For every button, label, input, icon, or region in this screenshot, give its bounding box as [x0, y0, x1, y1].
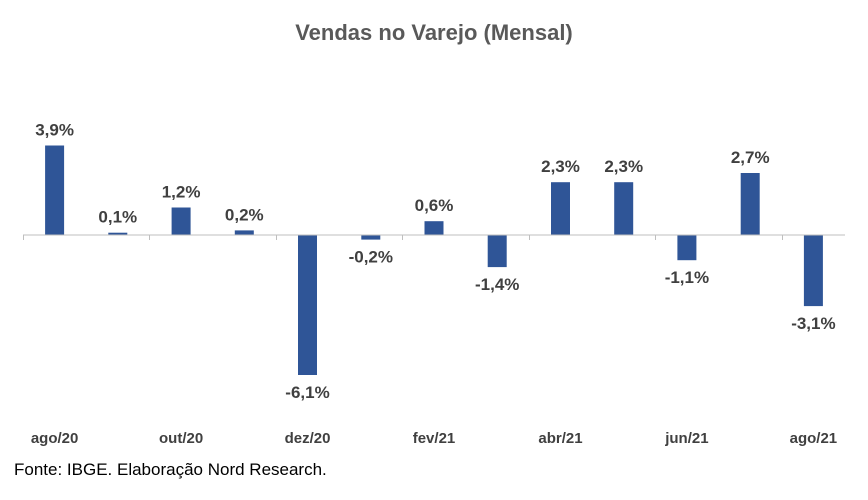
- bars-layer: [45, 145, 823, 375]
- x-tick-label-ago-20: ago/20: [31, 430, 79, 447]
- bar-jun-21: [677, 235, 697, 261]
- data-label-ago-20: 3,9%: [35, 121, 74, 140]
- data-label-mar-21: -1,4%: [475, 275, 519, 294]
- data-label-abr-21: 2,3%: [541, 157, 580, 176]
- bar-abr-21: [551, 182, 570, 235]
- bar-fev-21: [424, 221, 444, 235]
- x-tick-label-fev-21: fev/21: [413, 430, 456, 447]
- bar-mai-21: [614, 182, 634, 235]
- x-tick-label-jun-21: jun/21: [664, 430, 708, 447]
- x-tick-label-abr-21: abr/21: [538, 430, 582, 447]
- bar-mar-21: [487, 235, 507, 268]
- labels-layer: 3,9% 0,1% 1,2% 0,2% -6,1% -0,2% 0,6% -1,4% 2,3% 2…: [35, 121, 835, 403]
- axis-layer: [23, 234, 845, 240]
- bar-dez-20: [298, 235, 317, 375]
- bar-out-20: [171, 207, 191, 235]
- bar-jan-21: [361, 235, 381, 240]
- bar-jul-21: [740, 173, 760, 235]
- bar-set-20: [108, 232, 128, 235]
- data-label-nov-20: 0,2%: [225, 205, 264, 224]
- data-label-set-20: 0,1%: [98, 208, 137, 227]
- source-note: Fonte: IBGE. Elaboração Nord Research.: [14, 460, 327, 479]
- data-label-jan-21: -0,2%: [349, 248, 393, 267]
- x-tick-label-dez-20: dez/20: [285, 430, 331, 447]
- bar-ago-21: [803, 235, 823, 307]
- data-label-out-20: 1,2%: [162, 183, 201, 202]
- data-label-ago-21: -3,1%: [791, 314, 835, 333]
- x-tick-label-out-20: out/20: [159, 430, 203, 447]
- data-label-fev-21: 0,6%: [415, 196, 454, 215]
- bar-nov-20: [234, 230, 254, 235]
- data-label-dez-20: -6,1%: [285, 383, 329, 402]
- data-label-mai-21: 2,3%: [604, 157, 643, 176]
- bar-ago-20: [45, 145, 65, 235]
- data-label-jun-21: -1,1%: [665, 268, 709, 287]
- ticks-layer: ago/20 out/20 dez/20 fev/21 abr/21 jun/21 ago/…: [31, 430, 837, 447]
- x-tick-label-ago-21: ago/21: [790, 430, 838, 447]
- chart-title: Vendas no Varejo (Mensal): [295, 20, 573, 45]
- data-label-jul-21: 2,7%: [731, 148, 770, 167]
